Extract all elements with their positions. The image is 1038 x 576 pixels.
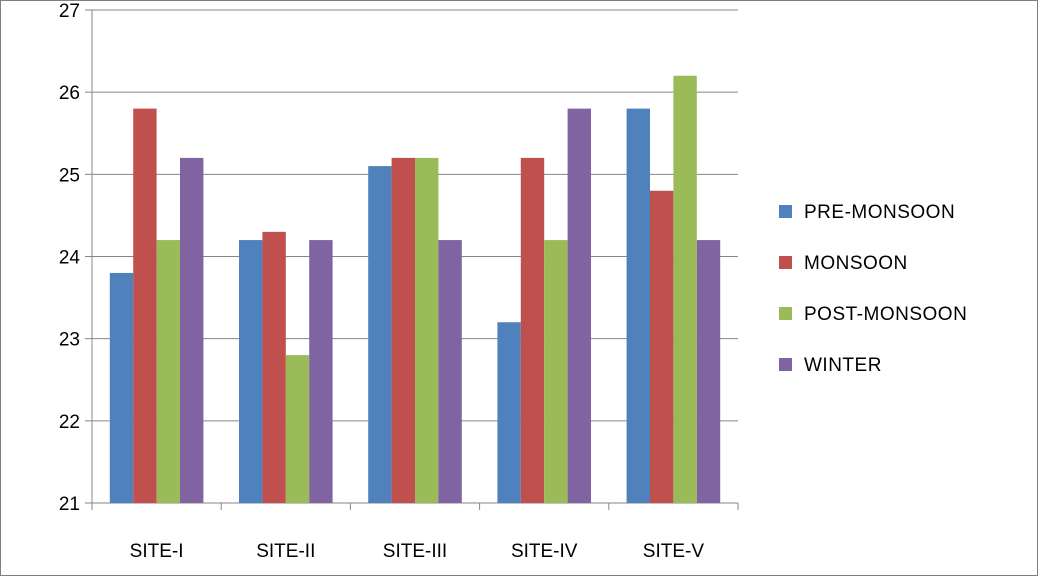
legend-swatch — [779, 205, 792, 218]
bar-pre-monsoon-site-i — [109, 272, 134, 503]
legend-label: WINTER — [804, 355, 882, 376]
y-tick-label: 24 — [59, 248, 81, 269]
bar-winter-site-v — [696, 240, 721, 504]
bar-monsoon-site-iii — [391, 157, 415, 503]
bar-winter-site-iii — [438, 240, 462, 504]
bar-pre-monsoon-site-ii — [239, 240, 263, 504]
bar-monsoon-site-iv — [520, 157, 545, 503]
category-label: SITE-II — [256, 541, 315, 562]
y-tick-label: 25 — [59, 165, 80, 186]
bar-post-monsoon-site-ii — [285, 355, 310, 503]
category-labels: SITE-I SITE-II SITE-III SITE-IV SITE-V — [130, 541, 705, 562]
bar-post-monsoon-site-iii — [415, 157, 439, 503]
legend: PRE-MONSOON MONSOON POST-MONSOON WINTER — [779, 202, 967, 376]
bar-pre-monsoon-site-iii — [368, 166, 392, 503]
bar-post-monsoon-site-i — [156, 240, 180, 504]
y-tick-label: 23 — [59, 330, 80, 351]
legend-label: POST-MONSOON — [804, 304, 967, 325]
bar-winter-site-i — [180, 157, 204, 503]
y-tick-label: 26 — [59, 83, 80, 104]
legend-swatch — [779, 358, 792, 371]
legend-label: MONSOON — [804, 253, 908, 274]
bar-post-monsoon-site-iv — [544, 240, 568, 504]
legend-swatch — [779, 256, 792, 269]
bar-monsoon-site-ii — [262, 231, 286, 503]
y-tick-label: 22 — [59, 412, 80, 433]
category-label: SITE-IV — [511, 541, 578, 562]
bar-winter-site-iv — [567, 108, 591, 503]
bar-monsoon-site-i — [133, 108, 157, 503]
bars — [109, 75, 721, 504]
category-label: SITE-III — [383, 541, 447, 562]
bar-pre-monsoon-site-iv — [497, 322, 521, 503]
y-tick-labels: 21 22 23 24 25 26 27 — [59, 1, 81, 515]
bar-monsoon-site-v — [650, 190, 674, 503]
bar-winter-site-ii — [309, 240, 333, 504]
bar-pre-monsoon-site-v — [626, 108, 650, 503]
legend-label: PRE-MONSOON — [804, 202, 955, 223]
bar-post-monsoon-site-v — [673, 75, 697, 503]
category-label: SITE-I — [130, 541, 184, 562]
category-label: SITE-V — [643, 541, 705, 562]
y-tick-label: 27 — [59, 1, 80, 22]
legend-swatch — [779, 307, 792, 320]
y-tick-label: 21 — [59, 494, 80, 515]
